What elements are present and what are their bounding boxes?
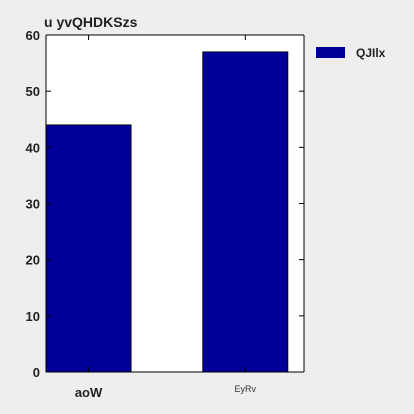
x-tick-label: EyRv [235, 384, 257, 394]
legend-swatch [316, 47, 345, 58]
y-tick-label: 0 [33, 365, 40, 380]
y-tick-label: 50 [26, 84, 40, 99]
y-tick-label: 30 [26, 197, 40, 212]
legend-label: QJIlx [356, 46, 386, 60]
x-tick-label: aoW [75, 385, 103, 400]
legend: QJIlx [316, 46, 386, 60]
y-tick-label: 60 [26, 28, 40, 43]
bar-aow [45, 124, 132, 373]
y-tick-label: 10 [26, 309, 40, 324]
y-tick-label: 20 [26, 253, 40, 268]
y-tick-label: 40 [26, 140, 40, 155]
bar-eyrv [202, 51, 289, 373]
chart-title: u yvQHDKSzs [44, 14, 138, 30]
